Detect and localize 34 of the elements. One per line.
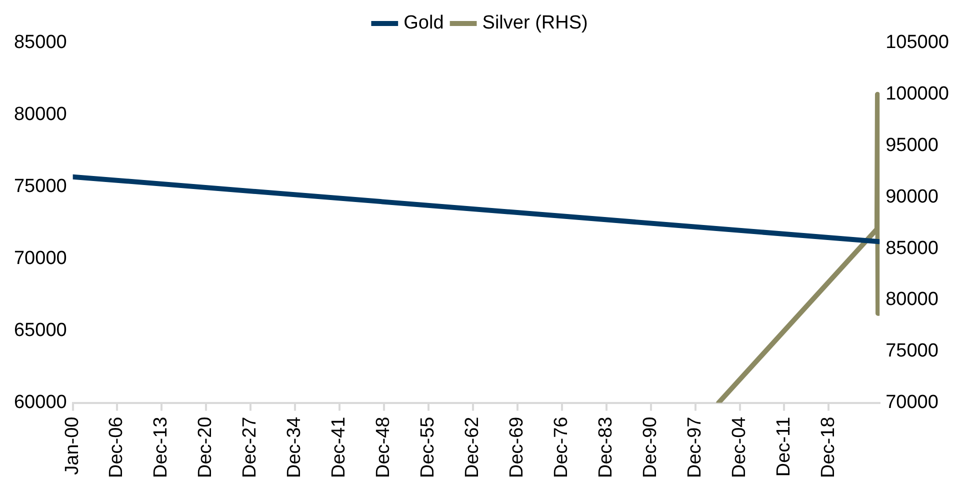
x-tick-label: Dec-62 bbox=[462, 416, 484, 478]
y2-tick-label: 75000 bbox=[886, 340, 938, 362]
y2-tick-label: 85000 bbox=[886, 238, 938, 259]
x-tick-label: Dec-69 bbox=[506, 416, 528, 478]
x-tick-label: Dec-48 bbox=[373, 416, 394, 478]
y-tick-label: 85000 bbox=[14, 32, 67, 54]
y2-tick-label: 80000 bbox=[886, 289, 938, 310]
x-tick-label: Dec-90 bbox=[640, 416, 661, 478]
x-tick-label: Dec-18 bbox=[818, 416, 839, 478]
y-tick-label: 70000 bbox=[14, 248, 67, 270]
y-tick-label: 60000 bbox=[14, 392, 67, 413]
y-tick-label: 80000 bbox=[14, 104, 67, 126]
x-tick-label: Dec-55 bbox=[418, 416, 439, 478]
y-tick-label: 65000 bbox=[14, 320, 67, 342]
x-tick-label: Dec-97 bbox=[684, 416, 706, 478]
y2-tick-label: 95000 bbox=[886, 135, 938, 156]
y2-tick-label: 70000 bbox=[886, 392, 938, 413]
x-tick-label: Dec-11 bbox=[773, 416, 794, 477]
x-tick-label: Dec-13 bbox=[150, 416, 172, 478]
y2-tick-label: 105000 bbox=[886, 32, 950, 54]
x-tick-label: Dec-06 bbox=[106, 416, 128, 478]
x-tick-label: Jan-00 bbox=[62, 416, 84, 475]
y2-tick-label: 100000 bbox=[886, 84, 950, 105]
x-tick-label: Dec-04 bbox=[728, 416, 750, 478]
legend-label: Gold bbox=[404, 12, 444, 34]
y2-tick-label: 90000 bbox=[886, 186, 938, 208]
x-tick-label: Dec-27 bbox=[240, 416, 261, 478]
x-tick-label: Dec-76 bbox=[551, 416, 572, 478]
x-tick-label: Dec-34 bbox=[284, 416, 306, 478]
legend-label: Silver (RHS) bbox=[482, 12, 588, 34]
x-tick-label: Dec-20 bbox=[195, 416, 216, 478]
x-tick-label: Dec-83 bbox=[595, 416, 616, 478]
y-tick-label: 75000 bbox=[14, 176, 67, 198]
x-tick-label: Dec-41 bbox=[328, 416, 350, 478]
